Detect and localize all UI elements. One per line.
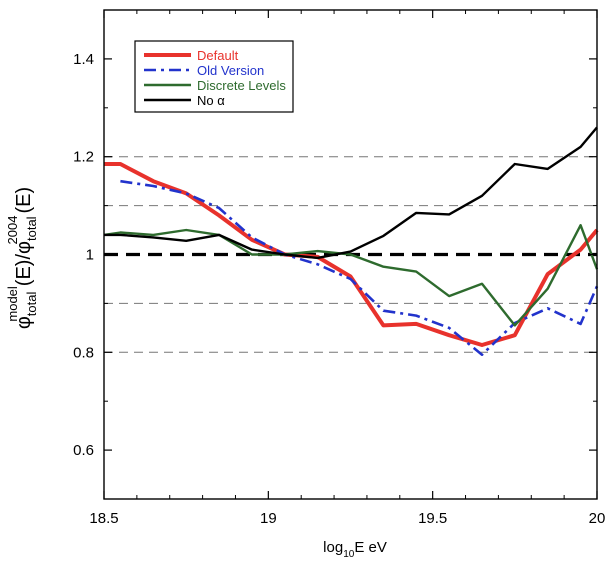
x-tick-label: 19.5: [418, 510, 447, 527]
series-line-3: [104, 126, 598, 260]
y-tick-label: 1.4: [73, 51, 94, 68]
y-label-mid: (E)/φ: [13, 241, 35, 286]
y-tick-label: 1: [86, 247, 94, 264]
x-tick-label: 20: [589, 510, 606, 527]
y-label-sup2: 2004: [5, 216, 20, 245]
x-tick-label: 18.5: [89, 510, 118, 527]
y-label-sub1: total: [24, 292, 39, 317]
y-axis-label: φtotalmodel(E)/φtotal2004(E): [5, 187, 39, 329]
y-label-end: (E): [13, 187, 35, 214]
legend-label: Discrete Levels: [197, 78, 286, 93]
series-line-1: [120, 179, 599, 357]
y-tick-label: 0.6: [73, 442, 94, 459]
y-tick-label: 1.2: [73, 149, 94, 166]
axis-ticks: 18.5 19 19.5 20 0.6 0.8 1 1.2 1.4: [73, 9, 606, 527]
x-axis-label-rest: E eV: [354, 539, 387, 556]
x-axis-label-main: log: [323, 539, 343, 556]
y-label-phi: φ: [13, 316, 35, 329]
x-axis-label: log10E eV: [323, 539, 387, 560]
x-axis-label-sub: 10: [343, 549, 355, 560]
legend-label: Old Version: [197, 63, 264, 78]
series-line-2: [103, 223, 599, 327]
y-label-sub2: total: [24, 216, 39, 241]
x-tick-label: 19: [260, 510, 277, 527]
legend-label: No α: [197, 93, 225, 108]
y-tick-label: 0.8: [73, 344, 94, 361]
series-lines: [103, 126, 599, 357]
legend-label: Default: [197, 48, 239, 63]
y-label-sup1: model: [5, 286, 20, 322]
